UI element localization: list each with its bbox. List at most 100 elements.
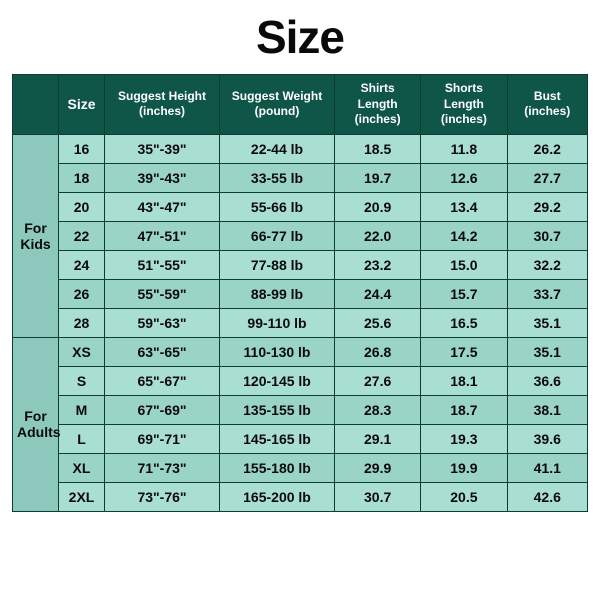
cell-bust: 41.1 <box>507 453 588 482</box>
cell-weight: 110-130 lb <box>220 337 335 366</box>
cell-shirt: 23.2 <box>335 250 421 279</box>
cell-bust: 26.2 <box>507 134 588 163</box>
cell-weight: 120-145 lb <box>220 366 335 395</box>
cell-shirt: 30.7 <box>335 482 421 511</box>
cell-bust: 39.6 <box>507 424 588 453</box>
cell-shirt: 26.8 <box>335 337 421 366</box>
cell-height: 35"-39" <box>105 134 220 163</box>
col-short-length: Shorts Length (inches) <box>421 75 507 135</box>
cell-short: 17.5 <box>421 337 507 366</box>
cell-height: 39"-43" <box>105 163 220 192</box>
cell-height: 67"-69" <box>105 395 220 424</box>
cell-short: 14.2 <box>421 221 507 250</box>
col-size: Size <box>59 75 105 135</box>
cell-size: XL <box>59 453 105 482</box>
cell-shirt: 18.5 <box>335 134 421 163</box>
cell-bust: 32.2 <box>507 250 588 279</box>
cell-short: 15.7 <box>421 279 507 308</box>
cell-short: 20.5 <box>421 482 507 511</box>
table-row: ForAdultsXS63"-65"110-130 lb26.817.535.1 <box>13 337 588 366</box>
cell-short: 18.1 <box>421 366 507 395</box>
cell-size: 20 <box>59 192 105 221</box>
cell-weight: 165-200 lb <box>220 482 335 511</box>
col-weight: Suggest Weight (pound) <box>220 75 335 135</box>
page-title: Size <box>12 10 588 64</box>
cell-height: 71"-73" <box>105 453 220 482</box>
cell-bust: 38.1 <box>507 395 588 424</box>
table-row: S65"-67"120-145 lb27.618.136.6 <box>13 366 588 395</box>
cell-shirt: 27.6 <box>335 366 421 395</box>
cell-short: 11.8 <box>421 134 507 163</box>
cell-shirt: 25.6 <box>335 308 421 337</box>
table-row: 2XL73"-76"165-200 lb30.720.542.6 <box>13 482 588 511</box>
table-row: L69"-71"145-165 lb29.119.339.6 <box>13 424 588 453</box>
cell-shirt: 29.1 <box>335 424 421 453</box>
cell-short: 19.9 <box>421 453 507 482</box>
cell-shirt: 19.7 <box>335 163 421 192</box>
cell-short: 16.5 <box>421 308 507 337</box>
table-header: Size Suggest Height (inches) Suggest Wei… <box>13 75 588 135</box>
table-row: 1839"-43"33-55 lb19.712.627.7 <box>13 163 588 192</box>
size-chart-page: Size Size Suggest Height (inches) Sugges… <box>0 0 600 522</box>
cell-size: M <box>59 395 105 424</box>
cell-weight: 135-155 lb <box>220 395 335 424</box>
cell-bust: 36.6 <box>507 366 588 395</box>
cell-height: 55"-59" <box>105 279 220 308</box>
cell-height: 69"-71" <box>105 424 220 453</box>
table-row: 2451"-55"77-88 lb23.215.032.2 <box>13 250 588 279</box>
table-row: 2247"-51"66-77 lb22.014.230.7 <box>13 221 588 250</box>
cell-short: 12.6 <box>421 163 507 192</box>
cell-size: 18 <box>59 163 105 192</box>
table-row: M67"-69"135-155 lb28.318.738.1 <box>13 395 588 424</box>
table-row: 2655"-59"88-99 lb24.415.733.7 <box>13 279 588 308</box>
cell-weight: 33-55 lb <box>220 163 335 192</box>
cell-height: 63"-65" <box>105 337 220 366</box>
cell-bust: 30.7 <box>507 221 588 250</box>
cell-height: 51"-55" <box>105 250 220 279</box>
table-row: XL71"-73"155-180 lb29.919.941.1 <box>13 453 588 482</box>
group-label: ForAdults <box>13 337 59 511</box>
cell-weight: 88-99 lb <box>220 279 335 308</box>
cell-bust: 29.2 <box>507 192 588 221</box>
cell-weight: 145-165 lb <box>220 424 335 453</box>
cell-size: 2XL <box>59 482 105 511</box>
cell-size: 24 <box>59 250 105 279</box>
table-row: 2043"-47"55-66 lb20.913.429.2 <box>13 192 588 221</box>
table-row: 2859"-63"99-110 lb25.616.535.1 <box>13 308 588 337</box>
size-table: Size Suggest Height (inches) Suggest Wei… <box>12 74 588 512</box>
col-bust: Bust (inches) <box>507 75 588 135</box>
cell-bust: 35.1 <box>507 308 588 337</box>
cell-height: 59"-63" <box>105 308 220 337</box>
cell-weight: 22-44 lb <box>220 134 335 163</box>
col-shirt-length: Shirts Length (inches) <box>335 75 421 135</box>
cell-size: 22 <box>59 221 105 250</box>
cell-shirt: 22.0 <box>335 221 421 250</box>
cell-shirt: 20.9 <box>335 192 421 221</box>
cell-shirt: 24.4 <box>335 279 421 308</box>
table-body: ForKids1635"-39"22-44 lb18.511.826.21839… <box>13 134 588 511</box>
cell-short: 13.4 <box>421 192 507 221</box>
cell-short: 18.7 <box>421 395 507 424</box>
cell-shirt: 28.3 <box>335 395 421 424</box>
cell-height: 73"-76" <box>105 482 220 511</box>
cell-short: 15.0 <box>421 250 507 279</box>
cell-size: 26 <box>59 279 105 308</box>
cell-size: 28 <box>59 308 105 337</box>
cell-size: XS <box>59 337 105 366</box>
cell-height: 65"-67" <box>105 366 220 395</box>
cell-size: S <box>59 366 105 395</box>
cell-height: 47"-51" <box>105 221 220 250</box>
col-height: Suggest Height (inches) <box>105 75 220 135</box>
cell-bust: 33.7 <box>507 279 588 308</box>
cell-weight: 66-77 lb <box>220 221 335 250</box>
cell-bust: 27.7 <box>507 163 588 192</box>
cell-bust: 42.6 <box>507 482 588 511</box>
cell-height: 43"-47" <box>105 192 220 221</box>
group-label: ForKids <box>13 134 59 337</box>
cell-shirt: 29.9 <box>335 453 421 482</box>
cell-weight: 77-88 lb <box>220 250 335 279</box>
cell-size: L <box>59 424 105 453</box>
cell-weight: 55-66 lb <box>220 192 335 221</box>
cell-short: 19.3 <box>421 424 507 453</box>
cell-bust: 35.1 <box>507 337 588 366</box>
